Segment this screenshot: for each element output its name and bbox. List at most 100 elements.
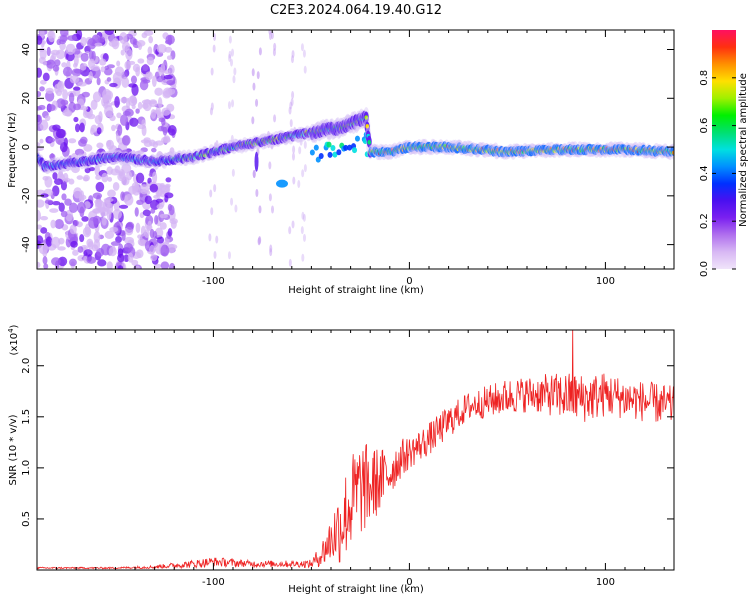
noise-blob (87, 241, 94, 250)
streak-blob (228, 35, 232, 44)
noise-blob (114, 96, 120, 108)
noise-blob (44, 199, 54, 204)
noise-blob (54, 218, 64, 230)
streak-blob (255, 188, 259, 197)
noise-blob (112, 182, 120, 191)
noise-blob (73, 86, 81, 91)
noise-blob (124, 60, 132, 70)
colorbar-tick-label: 0.2 (699, 213, 710, 229)
noise-blob (154, 140, 164, 146)
noise-blob (154, 71, 160, 79)
noise-blob (119, 32, 128, 44)
noise-blob (45, 236, 53, 247)
ridge-core (364, 115, 369, 120)
noise-blob (117, 253, 125, 263)
streak-blob (300, 43, 304, 52)
noise-blob (44, 176, 53, 188)
noise-blob (37, 114, 43, 125)
streak-blob (251, 116, 255, 125)
noise-blob (68, 92, 75, 104)
streak-blob (290, 55, 294, 64)
ridge-branch (309, 149, 315, 156)
noise-blob (153, 263, 162, 269)
noise-blob (68, 138, 77, 144)
y-tick-label: 40 (21, 43, 32, 56)
noise-blob (146, 56, 154, 66)
noise-blob (73, 116, 79, 123)
streak-blob (231, 168, 235, 177)
noise-blob (72, 249, 79, 256)
ridge-branch (352, 147, 358, 154)
noise-blob (131, 259, 139, 266)
noise-blob (119, 114, 129, 126)
noise-blob (37, 91, 42, 98)
noise-blob (150, 254, 158, 262)
noise-blob (104, 105, 114, 118)
ridge-branch (347, 144, 353, 151)
noise-blob (60, 210, 68, 218)
noise-blob (50, 49, 60, 56)
noise-blob (121, 135, 131, 146)
streak-blob (303, 164, 307, 173)
noise-blob (78, 138, 87, 147)
streak-blob (302, 233, 306, 242)
noise-blob (144, 195, 152, 205)
noise-blob (90, 124, 98, 133)
streak-blob (230, 197, 234, 206)
noise-blob (151, 147, 157, 153)
noise-blob (158, 184, 166, 193)
noise-blob (111, 38, 120, 50)
ridge-branch (332, 151, 338, 158)
y-tick-label: -20 (21, 188, 32, 204)
noise-blob (92, 215, 102, 225)
noise-blob (160, 244, 170, 257)
noise-blob (51, 236, 61, 249)
noise-blob (37, 146, 44, 152)
noise-blob (80, 106, 89, 111)
streak-blob (289, 101, 293, 110)
noise-blob (129, 117, 139, 127)
noise-blob (142, 209, 151, 217)
streak-blob (228, 50, 232, 59)
y-tick-label: 1.0 (21, 460, 32, 476)
noise-blob (84, 167, 91, 174)
noise-blob (51, 257, 61, 266)
noise-blob (166, 79, 176, 86)
noise-blob (130, 75, 138, 84)
ridge-branch (313, 144, 319, 151)
noise-blob (73, 62, 78, 68)
noise-blob (114, 165, 121, 174)
noise-blob (86, 256, 97, 264)
streak-blob (252, 82, 256, 91)
noise-blob (68, 258, 77, 267)
noise-blob (54, 83, 60, 94)
x-tick-label: -100 (202, 276, 225, 287)
noise-blob (112, 71, 123, 84)
noise-blob (94, 164, 101, 177)
streak-blob (212, 44, 216, 53)
noise-blob (59, 142, 68, 153)
snr-xlabel: Height of straight line (km) (288, 584, 424, 595)
noise-blob (68, 101, 76, 113)
noise-blob (74, 148, 85, 156)
noise-blob (116, 60, 121, 67)
noise-blob (99, 58, 107, 66)
noise-blob (96, 142, 104, 149)
y-tick-label: 1.5 (21, 409, 32, 425)
noise-blob (46, 46, 51, 57)
noise-blob (149, 183, 159, 193)
noise-blob (95, 181, 105, 193)
streak-blob (258, 47, 262, 56)
noise-blob (109, 114, 116, 122)
noise-blob (101, 172, 109, 183)
noise-blob (109, 226, 119, 233)
noise-blob (134, 207, 139, 217)
noise-blob (111, 124, 116, 132)
streak-blob (298, 146, 302, 155)
noise-blob (52, 172, 58, 180)
noise-blob (76, 175, 84, 180)
noise-blob (73, 187, 83, 199)
noise-blob (137, 234, 143, 239)
noise-blob (50, 153, 55, 162)
noise-blob (147, 220, 152, 231)
